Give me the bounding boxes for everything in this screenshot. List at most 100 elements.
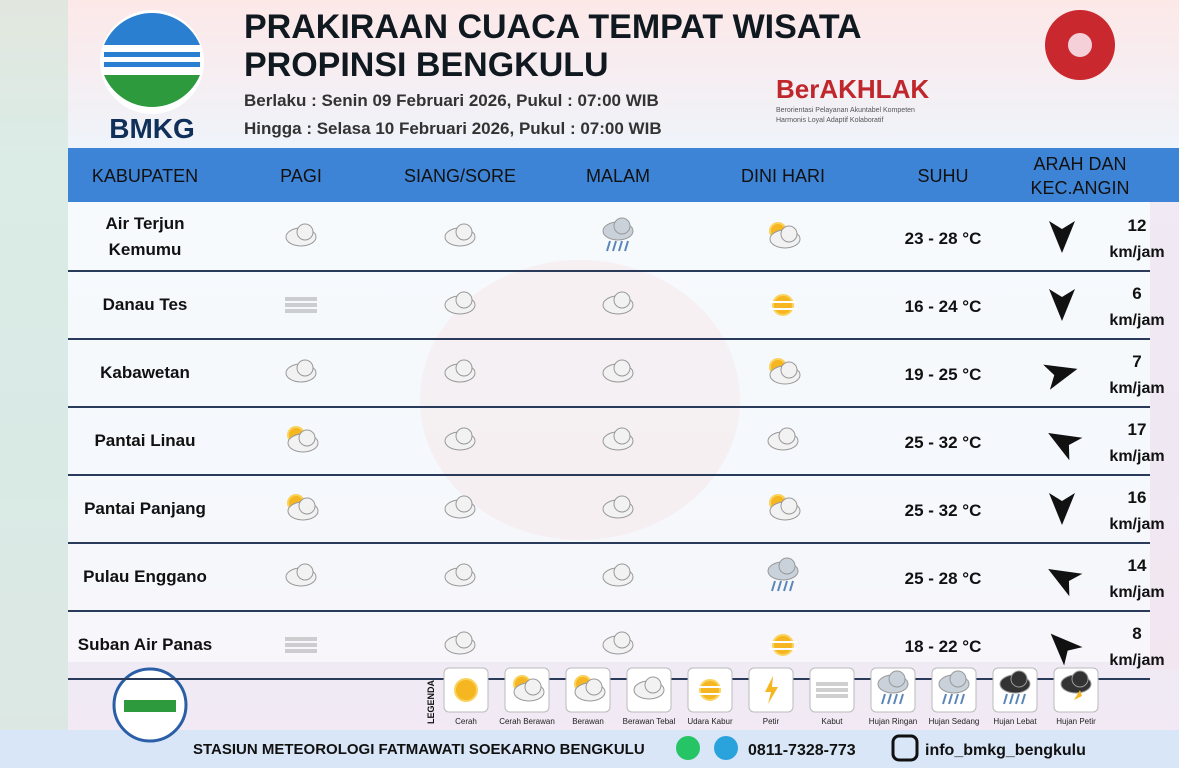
column-header: MALAM <box>586 166 650 186</box>
column-header: SIANG/SORE <box>404 166 516 186</box>
column-header: PAGI <box>280 166 322 186</box>
cloud <box>524 678 542 696</box>
haze <box>696 686 724 688</box>
phone: 0811-7328-773 <box>748 742 856 759</box>
weather-icon <box>444 291 476 315</box>
instagram-icon <box>891 734 919 762</box>
temperature: 23 - 28 °C <box>905 229 982 248</box>
haze <box>769 308 797 310</box>
valid-from: Berlaku : Senin 09 Februari 2026, Pukul … <box>244 91 659 110</box>
rain <box>948 693 953 705</box>
rain <box>771 580 776 592</box>
wind-speed: 8 <box>1132 624 1141 643</box>
wind-speed: 12 <box>1128 216 1147 235</box>
wind-speed: 16 <box>1128 488 1147 507</box>
haze <box>285 309 317 313</box>
cloud <box>780 361 798 379</box>
cloud <box>296 223 314 241</box>
weather-icon <box>602 495 634 519</box>
haze <box>769 641 797 643</box>
legend-icon <box>633 676 665 700</box>
wind-arrow <box>1048 569 1083 597</box>
bolt <box>1074 690 1082 700</box>
weather-icon <box>767 427 799 451</box>
haze <box>285 643 317 647</box>
legend-icon <box>816 682 848 698</box>
destination: Kabawetan <box>100 363 190 382</box>
flower <box>1045 10 1115 80</box>
destination: Suban Air Panas <box>77 635 213 654</box>
weather-icon <box>444 495 476 519</box>
weather-icon <box>769 358 801 385</box>
name-box: Kabawetan <box>100 363 190 382</box>
name-box: Suban Air Panas <box>77 635 213 654</box>
rain <box>783 580 788 592</box>
weather-icon <box>767 557 799 592</box>
legend-label: Berawan Tebal <box>623 717 676 726</box>
weather-icon <box>444 563 476 587</box>
cloud <box>613 291 631 309</box>
haze <box>285 637 317 641</box>
cloud <box>613 495 631 513</box>
legend-icon <box>765 676 778 704</box>
wind-arrow <box>1048 433 1083 461</box>
rain <box>618 240 623 252</box>
weather-icon <box>285 637 317 653</box>
rain <box>899 693 904 705</box>
whatsapp-icon <box>676 736 700 760</box>
title: PRAKIRAAN CUACA TEMPAT WISATA <box>244 8 862 46</box>
legend-icon <box>877 670 909 705</box>
weather-icon <box>602 427 634 451</box>
weather-icon <box>602 291 634 315</box>
brand-tagline: Harmonis Loyal Adaptif Kolaboratif <box>776 117 883 124</box>
wind-arrow <box>1043 364 1078 390</box>
title: PROPINSI BENGKULU <box>244 46 609 84</box>
weather-icon <box>444 631 476 655</box>
weather-icon <box>769 294 797 316</box>
rain <box>893 693 898 705</box>
legend-label: Kabut <box>822 717 844 726</box>
legend-icon <box>513 675 545 702</box>
rain <box>887 693 892 705</box>
temperature: 25 - 32 °C <box>905 501 982 520</box>
cloud <box>778 557 796 575</box>
temperature: 25 - 32 °C <box>905 433 982 452</box>
sun <box>454 678 478 702</box>
temperature: 25 - 28 °C <box>905 569 982 588</box>
left-border <box>0 0 68 768</box>
temperature: 19 - 25 °C <box>905 365 982 384</box>
instagram: info_bmkg_bengkulu <box>925 742 1086 759</box>
legend-title: LEGENDA <box>426 679 436 724</box>
wind-speed: 17 <box>1128 420 1147 439</box>
legend-label: Hujan Sedang <box>929 717 980 726</box>
cloud <box>780 497 798 515</box>
column-header: ARAH DAN KEC.ANGIN <box>1030 154 1130 198</box>
wind-unit: km/jam <box>1109 448 1164 465</box>
rain <box>881 693 886 705</box>
cloud <box>780 225 798 243</box>
haze <box>769 301 797 303</box>
haze <box>696 693 724 695</box>
rain <box>606 240 611 252</box>
weather-icon <box>285 223 317 247</box>
rain <box>942 693 947 705</box>
station: STASIUN METEOROLOGI FATMAWATI SOEKARNO B… <box>193 741 645 758</box>
rain <box>1021 693 1026 705</box>
weather-icon <box>602 563 634 587</box>
legend-icon <box>454 678 478 702</box>
cloud <box>298 429 316 447</box>
legend-icon <box>938 670 970 705</box>
legend-label: Cerah Berawan <box>499 717 555 726</box>
cloud <box>778 427 796 445</box>
valid-to: Hingga : Selasa 10 Februari 2026, Pukul … <box>244 119 662 138</box>
column-header-box: ARAH DAN KEC.ANGIN <box>1030 154 1130 198</box>
legend-icon <box>1060 670 1092 700</box>
haze <box>816 688 848 692</box>
rain <box>789 580 794 592</box>
cloud <box>613 563 631 581</box>
column-header: SUHU <box>917 166 968 186</box>
weather-icon <box>769 634 797 656</box>
cloud <box>455 495 473 513</box>
